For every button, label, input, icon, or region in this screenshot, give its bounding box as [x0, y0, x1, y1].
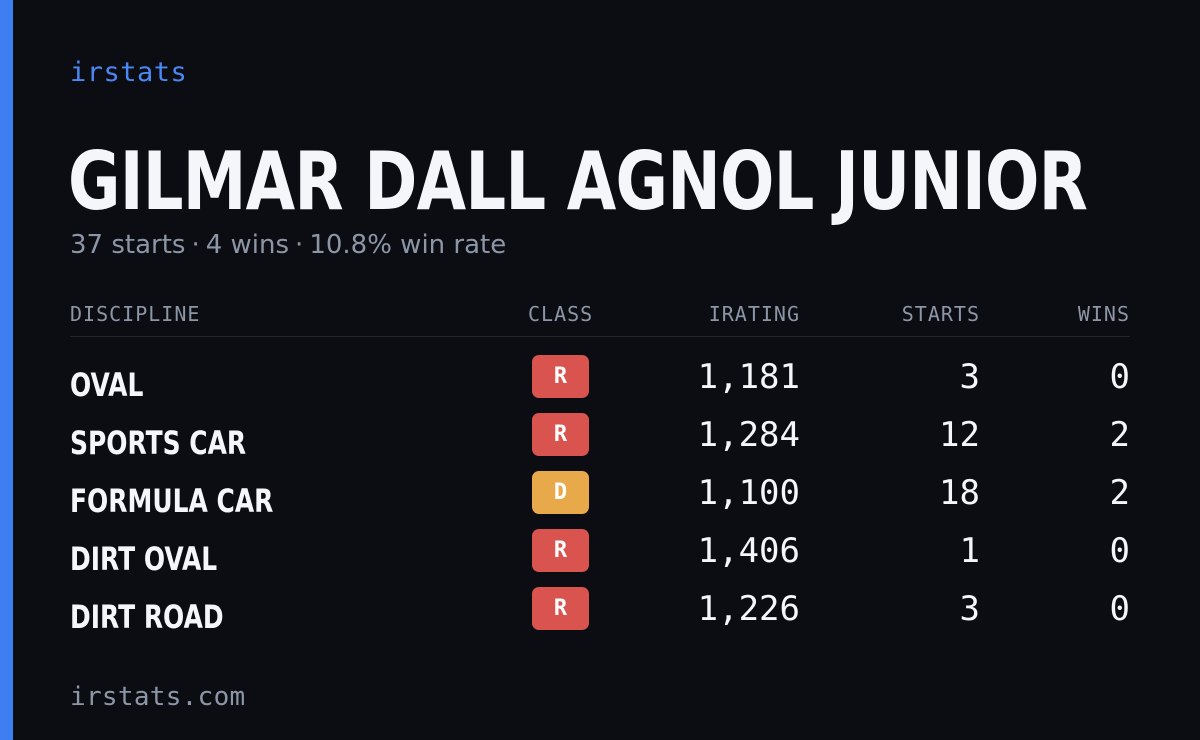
accent-bar — [0, 0, 13, 740]
footer-url: irstats.com — [70, 682, 246, 712]
table-row: SPORTS CAR R 1,284 12 2 — [70, 411, 1130, 469]
table-header: DISCIPLINE CLASS IRATING STARTS WINS — [70, 296, 1130, 337]
table-row: DIRT OVAL R 1,406 1 0 — [70, 527, 1130, 585]
table-row: DIRT ROAD R 1,226 3 0 — [70, 585, 1130, 643]
irating-value: 1,284 — [697, 415, 800, 455]
starts-summary: 37 starts — [70, 230, 186, 260]
header-irating: IRATING — [708, 302, 800, 326]
wins-summary: 4 wins — [205, 230, 290, 260]
starts-value: 1 — [959, 531, 980, 571]
irating-value: 1,406 — [697, 531, 800, 571]
wins-value: 2 — [1109, 415, 1130, 455]
irating-value: 1,226 — [697, 589, 800, 629]
license-class-badge: R — [532, 587, 589, 630]
discipline-stats-table: DISCIPLINE CLASS IRATING STARTS WINS OVA… — [70, 296, 1130, 643]
table-body: OVAL R 1,181 3 0 SPORTS CAR R 1,284 12 2… — [70, 353, 1130, 643]
win-rate-summary: 10.8% win rate — [309, 230, 507, 260]
irating-value: 1,181 — [697, 357, 800, 397]
license-class-badge: D — [532, 471, 589, 514]
wins-value: 2 — [1109, 473, 1130, 513]
wins-value: 0 — [1109, 357, 1130, 397]
license-class-badge: R — [532, 413, 589, 456]
wins-value: 0 — [1109, 589, 1130, 629]
separator-dot: · — [191, 230, 200, 260]
starts-value: 18 — [939, 473, 980, 513]
wins-value: 0 — [1109, 531, 1130, 571]
license-class-badge: R — [532, 355, 589, 398]
player-name: GILMAR DALL AGNOL JUNIOR — [68, 135, 1088, 228]
separator-dot: · — [295, 230, 304, 260]
header-starts: STARTS — [901, 302, 980, 326]
header-wins: WINS — [1077, 302, 1130, 326]
starts-value: 12 — [939, 415, 980, 455]
header-class: CLASS — [528, 302, 594, 326]
table-row: OVAL R 1,181 3 0 — [70, 353, 1130, 411]
brand-logo: irstats — [70, 57, 188, 88]
starts-value: 3 — [959, 589, 980, 629]
starts-value: 3 — [959, 357, 980, 397]
irating-value: 1,100 — [697, 473, 800, 513]
discipline-name: SPORTS CAR — [70, 424, 247, 462]
discipline-name: DIRT OVAL — [70, 540, 218, 578]
table-row: FORMULA CAR D 1,100 18 2 — [70, 469, 1130, 527]
license-class-badge: R — [532, 529, 589, 572]
header-discipline: DISCIPLINE — [70, 302, 201, 326]
player-summary: 37 starts · 4 wins · 10.8% win rate — [70, 228, 506, 262]
discipline-name: DIRT ROAD — [70, 598, 224, 636]
discipline-name: FORMULA CAR — [70, 482, 274, 520]
discipline-name: OVAL — [70, 366, 144, 404]
